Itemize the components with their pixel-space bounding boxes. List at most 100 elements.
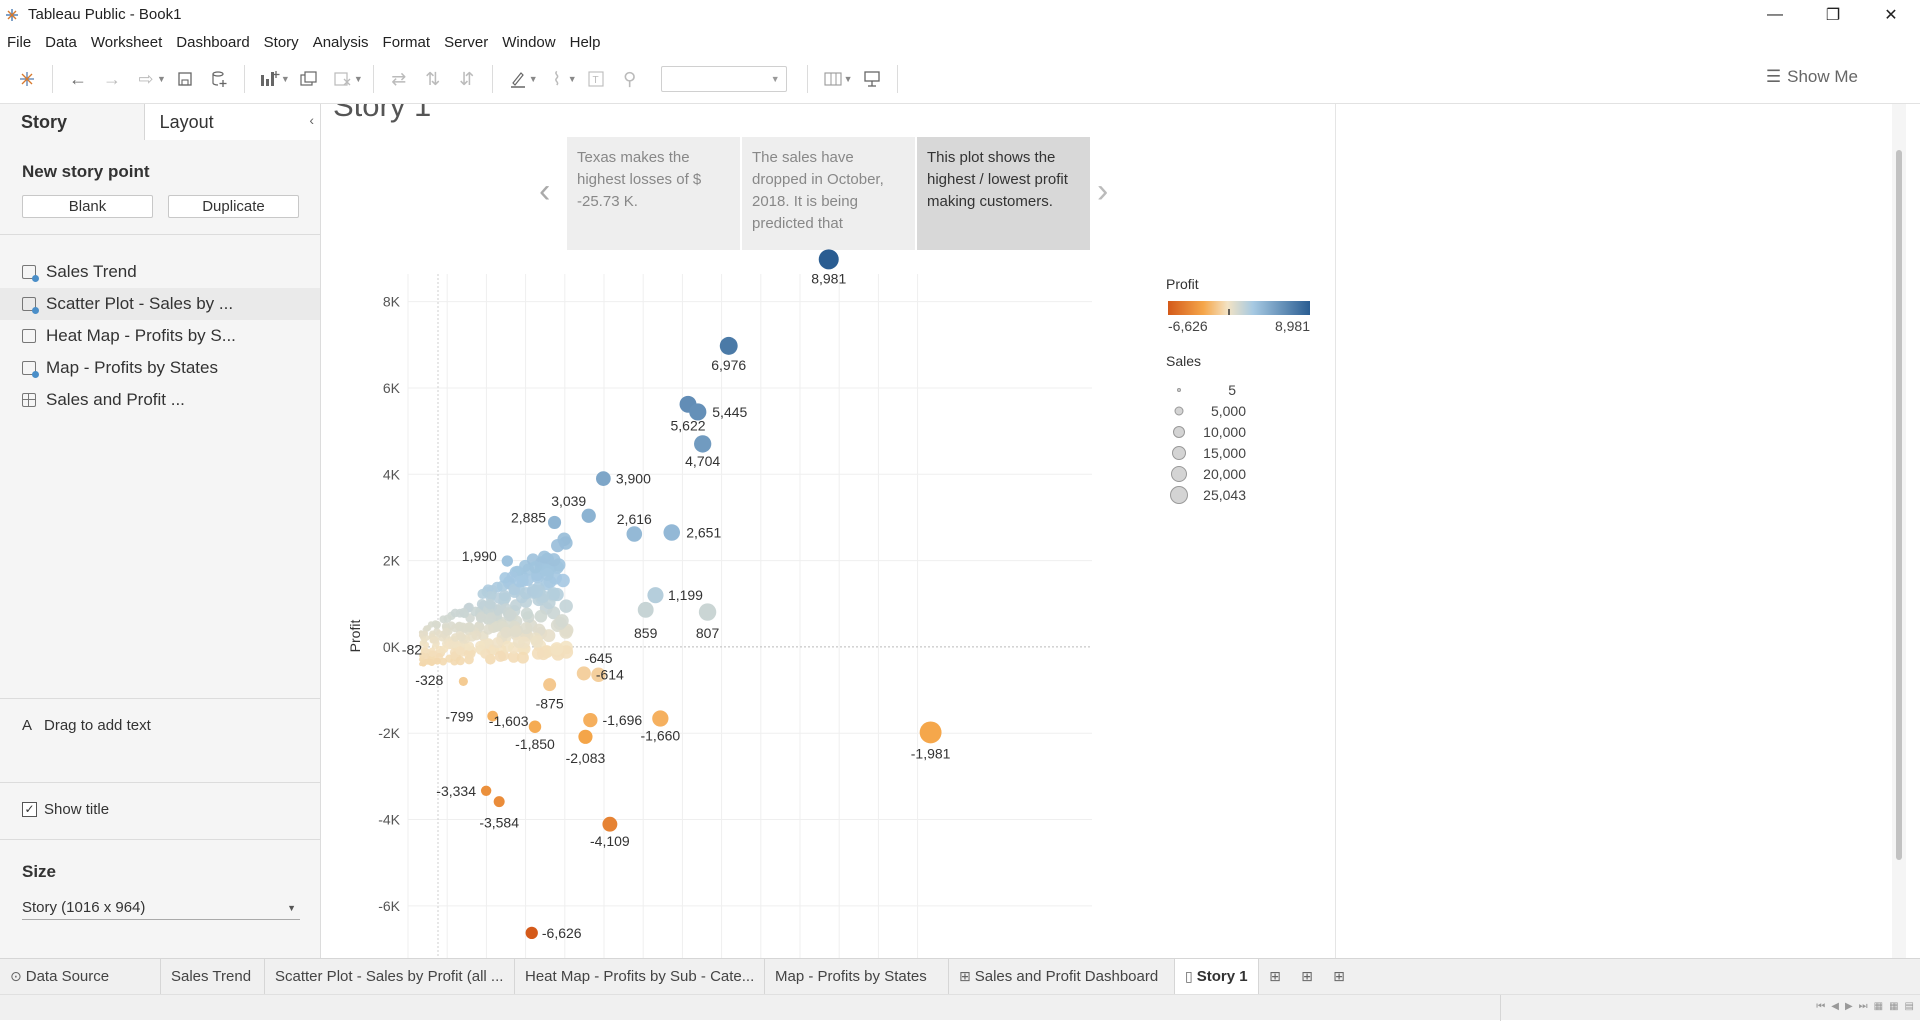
- new-dashboard-tab-icon[interactable]: ⊞: [1301, 968, 1313, 984]
- highlight-icon[interactable]: [501, 62, 535, 96]
- dashboard-sheet-icon: [22, 265, 39, 282]
- show-filmstrip-icon[interactable]: ▦: [1873, 1001, 1884, 1012]
- redo-icon[interactable]: →: [103, 68, 121, 89]
- new-worksheet-icon[interactable]: [253, 62, 287, 96]
- next-story-point-icon[interactable]: ›: [1097, 172, 1109, 210]
- presentation-mode-icon[interactable]: [855, 62, 889, 96]
- y-tick-label: 0K: [383, 639, 401, 655]
- scatter-point: [484, 598, 496, 610]
- tab-layout[interactable]: Layout: [144, 104, 320, 140]
- tab-sales-trend[interactable]: Sales Trend: [161, 959, 265, 994]
- story-sheet: Story 1 ‹ Texas makes the highest losses…: [322, 104, 1336, 958]
- size-heading: Size: [22, 862, 57, 881]
- tab-map[interactable]: Map - Profits by States: [765, 959, 949, 994]
- story-point-caption-active[interactable]: This plot shows the highest / lowest pro…: [917, 137, 1090, 250]
- sheet-item-heat-map[interactable]: Heat Map - Profits by S...: [0, 320, 320, 352]
- fit-dropdown[interactable]: ▼: [660, 66, 787, 92]
- tab-scatter-plot[interactable]: Scatter Plot - Sales by Profit (all ...: [265, 959, 515, 994]
- tab-data-source[interactable]: ⊙ Data Source: [0, 959, 161, 994]
- scrollbar-thumb[interactable]: [1896, 150, 1902, 860]
- show-cards-icon[interactable]: [816, 62, 850, 96]
- show-sheet-sorter-icon[interactable]: ▦: [1889, 1001, 1899, 1012]
- data-label: -1,981: [911, 745, 951, 761]
- tab-story-1[interactable]: ▯ Story 1: [1175, 959, 1259, 994]
- show-cards-caret-icon[interactable]: ▼: [843, 74, 853, 84]
- replay-caret-icon[interactable]: ▼: [157, 74, 166, 84]
- duplicate-button[interactable]: Duplicate: [168, 195, 299, 218]
- menu-help[interactable]: Help: [569, 33, 601, 51]
- menu-analysis[interactable]: Analysis: [312, 33, 369, 51]
- data-label: -4,109: [590, 833, 630, 849]
- title-bar: Tableau Public - Book1 — ❐ ✕: [0, 0, 1920, 29]
- vertical-scrollbar[interactable]: [1892, 104, 1906, 958]
- blank-button[interactable]: Blank: [22, 195, 153, 218]
- show-tabs-icon[interactable]: ▤: [1904, 1001, 1914, 1012]
- new-worksheet-tab-icon[interactable]: ⊞: [1269, 968, 1281, 984]
- new-story-tab-icon[interactable]: ⊞: [1333, 968, 1345, 984]
- menu-window[interactable]: Window: [502, 33, 556, 51]
- fix-axes-icon[interactable]: ⚲: [623, 68, 637, 89]
- sheet-item-label: Heat Map - Profits by S...: [46, 326, 236, 345]
- previous-story-point-icon[interactable]: ‹: [539, 172, 551, 210]
- sheet-item-sales-profit[interactable]: Sales and Profit ...: [0, 384, 320, 416]
- story-point-caption[interactable]: The sales have dropped in October, 2018.…: [742, 137, 915, 250]
- size-dropdown[interactable]: Story (1016 x 964) ▼: [22, 896, 300, 920]
- scatter-point-labeled: [626, 526, 643, 542]
- menu-data[interactable]: Data: [45, 33, 77, 51]
- story-point-caption[interactable]: Texas makes the highest losses of $ -25.…: [567, 137, 740, 250]
- new-story-point-heading: New story point: [22, 162, 150, 181]
- group-members-icon[interactable]: ⌇: [552, 68, 562, 89]
- first-sheet-icon[interactable]: ⏮: [1816, 1001, 1826, 1012]
- scatter-point-labeled: [663, 524, 681, 541]
- data-label: 8,981: [811, 270, 846, 286]
- sheet-item-sales-trend[interactable]: Sales Trend: [0, 256, 320, 288]
- restore-button[interactable]: ❐: [1825, 6, 1841, 24]
- profit-color-ramp[interactable]: [1168, 301, 1310, 315]
- menu-file[interactable]: File: [7, 33, 32, 51]
- tab-sales-profit-dashboard[interactable]: ⊞ Sales and Profit Dashboard: [949, 959, 1175, 994]
- menu-story[interactable]: Story: [263, 33, 299, 51]
- highlight-caret-icon[interactable]: ▼: [528, 74, 538, 84]
- show-mark-labels-icon[interactable]: T: [579, 62, 613, 96]
- clear-sheet-caret-icon[interactable]: ▼: [353, 74, 363, 84]
- scatter-point: [475, 640, 486, 652]
- new-worksheet-caret-icon[interactable]: ▼: [280, 74, 290, 84]
- show-me-button[interactable]: ☰ Show Me: [1766, 67, 1858, 87]
- new-data-source-icon[interactable]: [202, 62, 236, 96]
- close-window-button[interactable]: ✕: [1884, 6, 1898, 24]
- scatter-point-labeled: [423, 647, 429, 654]
- menu-format[interactable]: Format: [382, 33, 431, 51]
- show-title-checkbox[interactable]: ✓: [22, 802, 37, 817]
- drag-to-add-text[interactable]: A Drag to add text: [22, 717, 151, 734]
- collapse-pane-icon[interactable]: ‹: [309, 112, 314, 128]
- last-sheet-icon[interactable]: ⏭: [1858, 1001, 1868, 1012]
- scatter-point: [423, 625, 430, 632]
- sheet-item-scatter-plot[interactable]: Scatter Plot - Sales by ...: [0, 288, 320, 320]
- undo-icon[interactable]: ←: [69, 68, 87, 89]
- menu-dashboard[interactable]: Dashboard: [176, 33, 250, 51]
- toolbar-separator: [806, 65, 808, 93]
- sort-ascending-icon[interactable]: ⇅: [425, 68, 441, 89]
- swap-rows-columns-icon[interactable]: ⇄: [391, 68, 407, 89]
- minimize-button[interactable]: —: [1767, 5, 1783, 23]
- sort-descending-icon[interactable]: ⇵: [459, 68, 475, 89]
- menu-worksheet[interactable]: Worksheet: [90, 33, 163, 51]
- duplicate-sheet-icon[interactable]: [292, 62, 326, 96]
- previous-sheet-icon[interactable]: ◀: [1831, 1001, 1839, 1012]
- tab-story[interactable]: Story: [0, 104, 145, 140]
- tableau-home-icon[interactable]: [10, 62, 44, 96]
- replay-icon[interactable]: ⇨: [138, 68, 154, 89]
- scatter-point: [451, 623, 460, 633]
- scatter-point: [547, 606, 561, 620]
- scatter-point-labeled: [698, 603, 717, 621]
- scatter-point: [485, 612, 497, 624]
- y-axis: 8K 6K 4K 2K 0K -2K -4K -6K: [378, 294, 400, 914]
- save-icon[interactable]: [168, 62, 202, 96]
- sheet-item-map[interactable]: Map - Profits by States: [0, 352, 320, 384]
- group-caret-icon[interactable]: ▼: [567, 74, 577, 84]
- next-sheet-icon[interactable]: ▶: [1844, 1001, 1853, 1012]
- clear-sheet-icon[interactable]: [326, 62, 360, 96]
- data-label: -1,850: [515, 736, 555, 752]
- tab-heat-map[interactable]: Heat Map - Profits by Sub - Cate...: [515, 959, 765, 994]
- menu-server[interactable]: Server: [444, 33, 489, 51]
